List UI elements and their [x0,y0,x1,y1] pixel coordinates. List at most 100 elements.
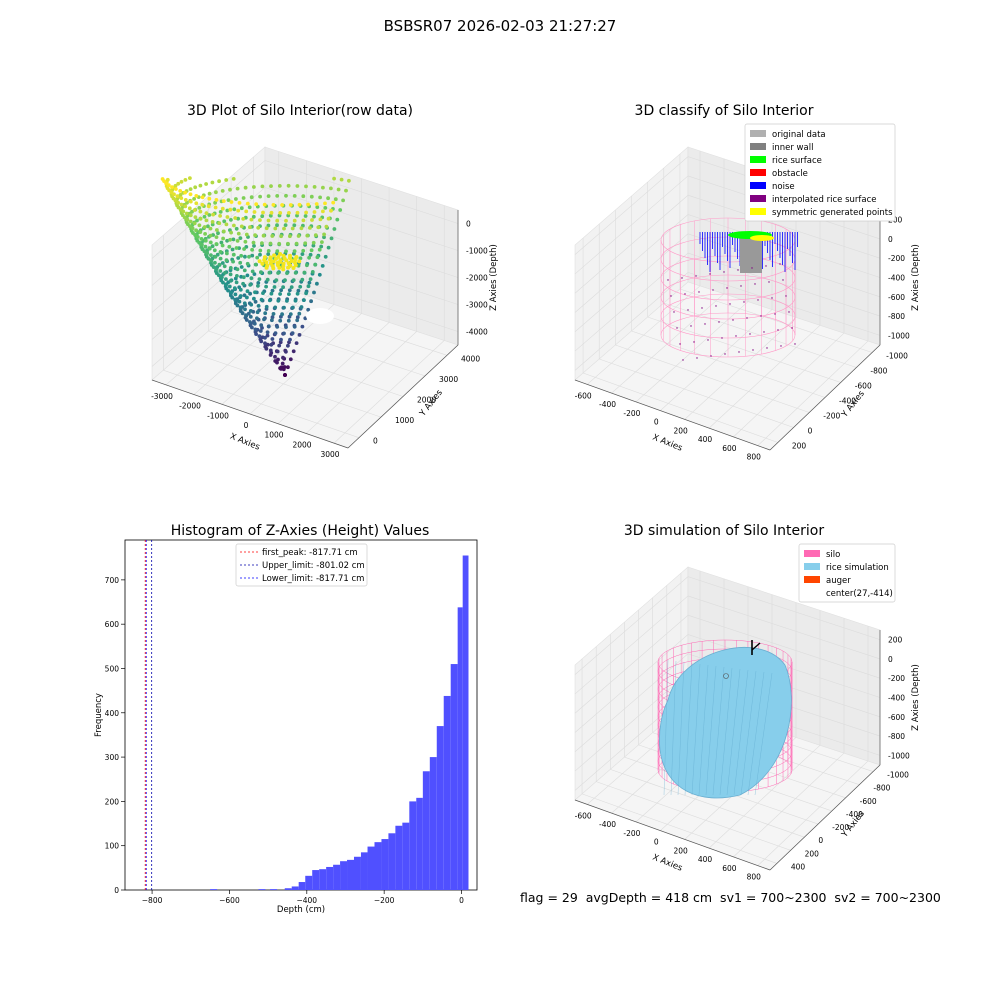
plot1-point [277,241,282,246]
plot1-point [300,277,305,282]
plot1-point [283,278,287,283]
plot1-xtick: 0 [244,421,249,430]
plot4-center-marker [723,673,729,679]
plot4-legend-swatch [804,563,820,570]
plot1-point [221,280,225,285]
plot1-point [270,318,274,323]
plot1-point [309,299,313,304]
plot2-interp-point [693,341,695,343]
plot1-point [299,305,304,309]
plot1-point [269,291,274,296]
plot1-point [262,255,267,260]
plot1-point [255,255,260,260]
plot1-point [176,200,181,205]
plot1-point [248,320,252,324]
plot1-point [291,349,296,354]
plot3-bar [443,695,451,890]
plot2-grid-y [647,316,841,383]
plot1-title: 3D Plot of Silo Interior(row data) [186,103,414,119]
plot3-bar [291,886,299,890]
plot1-point [192,208,197,212]
plot1-point [323,206,328,210]
plot1-point [260,261,265,266]
plot1-point [244,313,248,317]
plot1-point [302,270,307,275]
plot1-point [263,341,267,346]
plot1-point [207,191,212,196]
plot1-point [234,197,238,201]
plot1-point [277,343,282,348]
plot2-interp-point [679,343,681,345]
plot1-point [217,221,222,226]
plot2-interp-point [670,295,672,297]
plot1-point [224,222,229,227]
plot1-point [284,193,288,198]
plot1-point [338,208,343,212]
plot1-point [185,200,189,205]
plot1-point [236,231,241,236]
plot1-point [202,225,207,229]
plot1-point [298,256,303,261]
plot1-point [252,321,257,326]
plot4-xtick: 400 [698,855,713,864]
plot1-point [286,318,291,323]
plot1-point [287,288,292,293]
plot4-y-axis [769,764,881,871]
plot1-point [279,337,283,342]
plot1-point [318,195,322,200]
plot1-point [288,253,292,258]
plot1-point [297,333,302,337]
plot1-point [214,198,219,202]
plot1-point [307,280,312,285]
plot3-ytick: 400 [105,709,120,718]
plot1-point [285,271,289,275]
plot4-ztick: -800 [888,732,905,741]
plot4-ytick: 0 [818,836,823,845]
plot2-interp-point [726,287,728,289]
plot1-point [218,256,223,261]
plot1-grid-y [231,311,426,377]
plot1-point [266,194,271,199]
plot2-xtick: 600 [722,444,737,453]
plot1-point [226,198,231,203]
plot1-point [321,185,325,190]
plot4-ztick: -200 [888,674,905,683]
plot1-point [220,261,225,265]
plot1-point [264,284,268,289]
plot1-point [287,292,291,296]
plot1-point [289,285,294,289]
plot1-point [306,284,311,289]
plot1-point [299,226,304,231]
plot4-legend-swatch [804,550,820,557]
plot1-point [232,223,236,228]
plot1-point [264,346,269,351]
plot2-legend-box [744,123,896,222]
plot3-bar [312,870,320,890]
plot2-interp-point [723,271,725,273]
plot1-grid-y [163,369,360,438]
plot1-point [291,278,296,282]
plot1-point [279,288,283,293]
plot1-point [229,230,234,235]
plot1-point [296,288,301,293]
plot1-point [221,236,226,241]
plot2-ytick: -400 [839,397,856,406]
plot1-point [220,206,225,211]
plot1-grid-z [151,214,266,313]
plot1-point [260,184,265,189]
plot1-point [297,202,302,207]
plot1-ytick: 0 [373,437,378,446]
plot1-point [202,214,207,219]
plot2-interp-point [771,297,773,299]
plot1-point [273,331,278,335]
plot1-raw-scatter: -3000 -2000 -1000 0 1000 2000 3000 0 1000 2000 300… [151,146,499,459]
plot1-point [270,337,275,341]
plot3-bar [319,869,327,890]
plot1-point [204,218,209,223]
plot2-grid-z [574,175,689,275]
plot4-grid-z [687,595,881,660]
plot2-interp-point [710,355,712,357]
plot1-point [306,307,311,312]
plot4-mesh-line [670,660,677,796]
plot1-xlabel: X Axies [228,432,261,453]
